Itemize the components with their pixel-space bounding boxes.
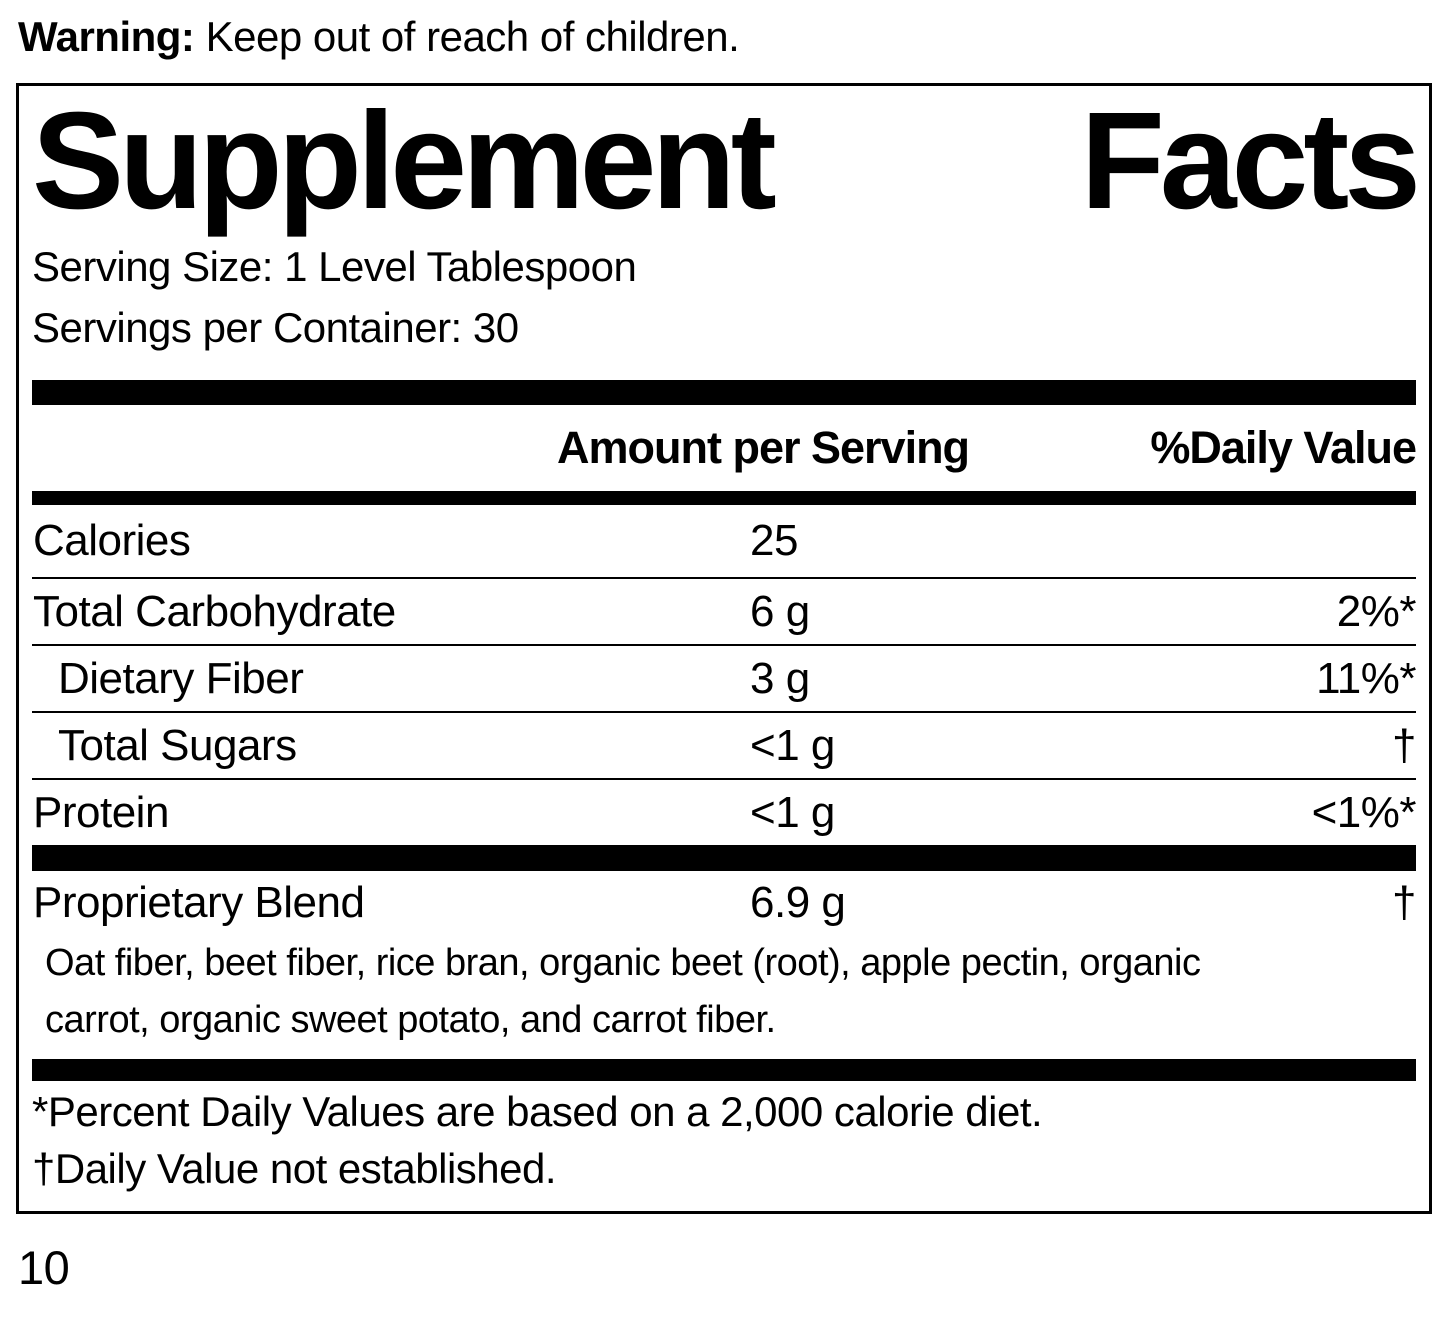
nutrient-amount: 3 g <box>750 653 810 703</box>
servings-per-container: Servings per Container: 30 <box>32 304 519 351</box>
title-word-supplement: Supplement <box>32 84 777 238</box>
blend-ingredients-line1: Oat fiber, beet fiber, rice bran, organi… <box>45 942 1201 984</box>
column-header-row: Amount per Serving %Daily Value <box>32 405 1417 491</box>
nutrient-daily-value: 2%* <box>1336 586 1417 636</box>
warning-label: Warning: <box>18 13 195 60</box>
nutrient-name: Total Carbohydrate <box>33 586 396 636</box>
nutrient-daily-value: † <box>1392 878 1416 927</box>
footnote-percent-dv: *Percent Daily Values are based on a 2,0… <box>32 1088 1043 1135</box>
footnote-dagger: †Daily Value not established. <box>32 1145 557 1192</box>
row-divider <box>32 778 1416 780</box>
footnotes: *Percent Daily Values are based on a 2,0… <box>32 1081 1416 1197</box>
table-row-proprietary-blend: Proprietary Blend 6.9 g † <box>32 871 1416 935</box>
nutrient-amount: 6 g <box>750 586 810 636</box>
nutrient-daily-value: 11%* <box>1316 653 1416 703</box>
divider-thick-bottom <box>32 1059 1416 1081</box>
nutrient-amount: <1 g <box>750 720 835 770</box>
table-row-protein: Protein <1 g <1%* <box>32 780 1417 845</box>
warning-message: Keep out of reach of children. <box>194 13 740 60</box>
panel-title: Supplement Facts <box>32 84 1421 238</box>
nutrient-name: Total Sugars <box>58 720 297 770</box>
nutrient-amount: 25 <box>750 516 798 565</box>
nutrient-amount: <1 g <box>750 787 835 837</box>
nutrient-amount: 6.9 g <box>750 878 846 927</box>
column-header-daily-value: %Daily Value <box>1150 422 1417 473</box>
nutrient-name: Proprietary Blend <box>33 878 365 927</box>
divider-thick-top <box>32 380 1416 405</box>
table-row-dietary-fiber: Dietary Fiber 3 g 11%* <box>32 646 1416 711</box>
blend-ingredients-line2: carrot, organic sweet potato, and carrot… <box>45 999 776 1041</box>
nutrient-daily-value: <1%* <box>1311 787 1417 837</box>
nutrient-name: Calories <box>33 516 191 565</box>
nutrient-daily-value: † <box>1392 720 1416 770</box>
warning-text: Warning: Keep out of reach of children. <box>18 12 1445 62</box>
serving-size: Serving Size: 1 Level Tablespoon <box>32 243 637 290</box>
row-divider <box>32 711 1416 713</box>
nutrient-name: Dietary Fiber <box>58 653 304 703</box>
title-word-facts: Facts <box>1080 84 1421 238</box>
row-divider <box>32 644 1416 646</box>
table-row-calories: Calories 25 <box>32 505 1416 577</box>
blend-ingredients: Oat fiber, beet fiber, rice bran, organi… <box>32 935 1416 1049</box>
divider-thick-mid <box>32 845 1416 871</box>
table-row-total-carbohydrate: Total Carbohydrate 6 g 2%* <box>32 579 1417 644</box>
table-row-total-sugars: Total Sugars <1 g † <box>32 713 1416 778</box>
nutrient-name: Protein <box>33 787 169 837</box>
supplement-facts-panel: Supplement Facts Serving Size: 1 Level T… <box>16 83 1432 1214</box>
column-header-amount: Amount per Serving <box>557 422 970 473</box>
page-number: 10 <box>18 1241 70 1294</box>
serving-info: Serving Size: 1 Level Tablespoon Serving… <box>32 236 1416 358</box>
divider-thick-under-header <box>32 491 1416 505</box>
row-divider <box>32 577 1416 579</box>
